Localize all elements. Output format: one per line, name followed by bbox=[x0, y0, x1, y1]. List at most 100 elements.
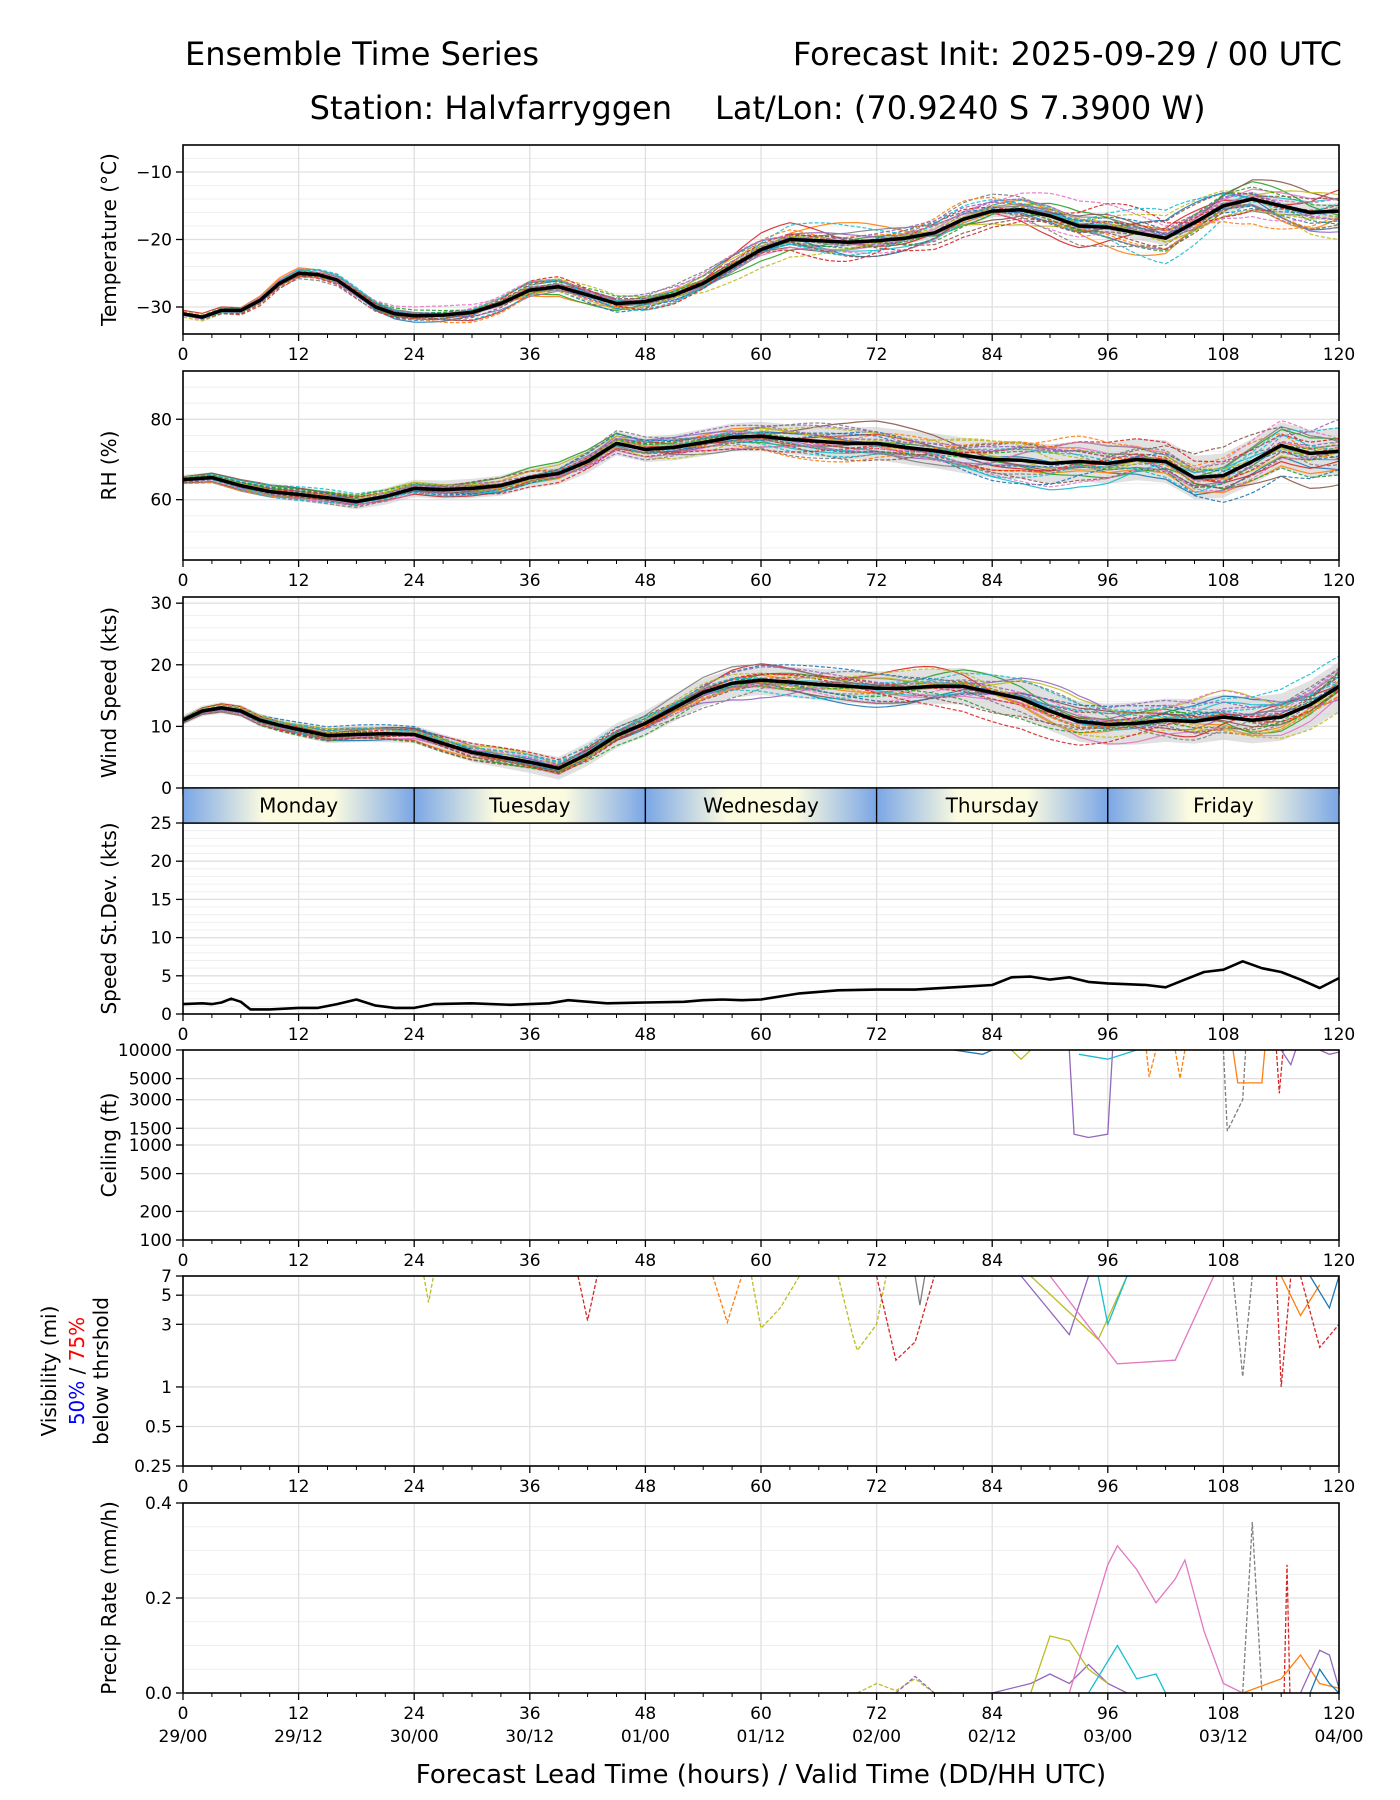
visibility-member-line bbox=[1309, 1276, 1339, 1310]
member-line bbox=[183, 426, 1339, 501]
x-tick-label: 36 bbox=[519, 571, 541, 591]
member-line bbox=[183, 193, 1339, 320]
x-tick-label: 108 bbox=[1207, 1025, 1239, 1045]
precip-member-line bbox=[1299, 1649, 1339, 1693]
visibility-member-line bbox=[1232, 1276, 1253, 1377]
ticks-temperature: −30 −20 −10 0 12 24 36 48 60 72 84 96 108 120 bbox=[136, 163, 1355, 365]
plot-area-temperature bbox=[183, 179, 1339, 324]
x-tick-label: 36 bbox=[519, 1477, 541, 1497]
x-tick-label: 96 bbox=[1097, 1025, 1119, 1045]
y-tick-label: 80 bbox=[150, 410, 172, 430]
y-tick-label: −10 bbox=[136, 163, 172, 183]
panel-rh: 60 80 0 12 24 36 48 60 72 84 96 108 120 RH (%) bbox=[97, 370, 1355, 591]
ceiling-member-line bbox=[1319, 1050, 1339, 1055]
plot-area-visibility bbox=[423, 1276, 1339, 1388]
precip-member-line bbox=[1030, 1635, 1109, 1693]
member-line bbox=[183, 203, 1339, 320]
precip-member-line bbox=[1068, 1544, 1243, 1693]
x-tick-label: 72 bbox=[866, 345, 888, 365]
y-axis-label: Speed St.Dev. (kts) bbox=[97, 822, 121, 1014]
valid-time-label: 30/12 bbox=[505, 1727, 554, 1747]
y-axis-label: Wind Speed (kts) bbox=[97, 607, 121, 778]
visibility-member-line bbox=[914, 1276, 926, 1306]
valid-time-label: 03/12 bbox=[1199, 1727, 1248, 1747]
precip-member-line bbox=[1283, 1564, 1291, 1693]
x-tick-label: 96 bbox=[1097, 1251, 1119, 1271]
visibility-member-line bbox=[1299, 1276, 1339, 1349]
title-latlon: Lat/Lon: (70.9240 S 7.3900 W) bbox=[715, 89, 1206, 127]
y-tick-label: 10000 bbox=[118, 1041, 172, 1061]
y-tick-label: 20 bbox=[150, 656, 172, 676]
y-axis-label: below thrshold bbox=[89, 1297, 113, 1445]
day-label: Friday bbox=[1193, 794, 1254, 818]
x-tick-label: 120 bbox=[1323, 1025, 1355, 1045]
y-tick-label: 60 bbox=[150, 491, 172, 511]
valid-time-labels: 29/00 29/12 30/00 30/12 01/00 01/12 02/00 02/12… bbox=[159, 1727, 1364, 1747]
y-tick-label: 30 bbox=[150, 594, 172, 614]
x-tick-label: 84 bbox=[981, 1477, 1003, 1497]
ticks-rh: 60 80 0 12 24 36 48 60 72 84 96 108 120 bbox=[150, 410, 1355, 591]
y-tick-label: 15 bbox=[150, 890, 172, 910]
x-tick-label: 60 bbox=[750, 1477, 772, 1497]
x-tick-label: 120 bbox=[1323, 1704, 1355, 1724]
x-tick-label: 12 bbox=[288, 1704, 310, 1724]
day-cell bbox=[644, 787, 878, 824]
y-tick-label: 0 bbox=[161, 779, 172, 799]
ceiling-member-line bbox=[1174, 1050, 1186, 1079]
plot-area-wind_speed bbox=[183, 655, 1339, 780]
visibility-member-line bbox=[1020, 1276, 1090, 1337]
ceiling-member-line bbox=[953, 1050, 993, 1055]
y-tick-label: 0 bbox=[161, 1005, 172, 1025]
ceiling-member-line bbox=[1275, 1050, 1284, 1094]
title-station: Station: Halvfarryggen bbox=[310, 89, 672, 127]
valid-time-label: 04/00 bbox=[1315, 1727, 1364, 1747]
ticks-speed_stdev: 0 5 10 15 20 25 0 12 24 36 48 60 72 84 96 108 120 bbox=[150, 814, 1355, 1045]
y-tick-label: 1 bbox=[161, 1378, 172, 1398]
x-tick-label: 36 bbox=[519, 1704, 541, 1724]
grid-speed_stdev bbox=[182, 822, 1340, 1015]
visibility-member-line bbox=[837, 1276, 887, 1352]
x-tick-label: 72 bbox=[866, 1251, 888, 1271]
member-line bbox=[183, 430, 1339, 506]
x-tick-label: 84 bbox=[981, 1025, 1003, 1045]
valid-time-label: 01/00 bbox=[621, 1727, 670, 1747]
threshold-part: 50% bbox=[65, 1381, 89, 1425]
ceiling-member-line bbox=[1078, 1050, 1137, 1060]
y-tick-label: 25 bbox=[150, 814, 172, 834]
y-tick-label: 3000 bbox=[129, 1091, 172, 1111]
x-tick-label: 120 bbox=[1323, 345, 1355, 365]
valid-time-label: 03/00 bbox=[1083, 1727, 1132, 1747]
threshold-part: / bbox=[65, 1361, 89, 1380]
x-tick-label: 12 bbox=[288, 571, 310, 591]
ceiling-member-line bbox=[1280, 1050, 1297, 1067]
precip-member-line bbox=[1242, 1653, 1339, 1693]
y-tick-label: 0.2 bbox=[145, 1589, 172, 1609]
y-tick-label: −30 bbox=[136, 298, 172, 318]
member-line bbox=[183, 668, 1339, 771]
visibility-member-line bbox=[1030, 1276, 1128, 1341]
x-tick-label: 84 bbox=[981, 345, 1003, 365]
day-cell bbox=[182, 787, 415, 824]
member-line bbox=[183, 442, 1339, 509]
x-tick-label: 120 bbox=[1323, 1251, 1355, 1271]
day-label: Wednesday bbox=[703, 794, 819, 818]
x-tick-label: 24 bbox=[403, 1704, 425, 1724]
x-tick-label: 96 bbox=[1097, 1704, 1119, 1724]
y-tick-label: 7 bbox=[161, 1267, 172, 1287]
y-tick-label: 1500 bbox=[129, 1119, 172, 1139]
ceiling-member-line bbox=[1222, 1050, 1247, 1132]
ceiling-member-line bbox=[1011, 1050, 1032, 1061]
precip-member-line bbox=[1087, 1644, 1167, 1693]
x-tick-label: 0 bbox=[178, 1477, 189, 1497]
grid-visibility bbox=[182, 1275, 1340, 1467]
y-tick-label: 1000 bbox=[129, 1136, 172, 1156]
mean-line bbox=[183, 197, 1339, 319]
plot-area-rh bbox=[183, 418, 1339, 510]
x-tick-label: 84 bbox=[981, 1704, 1003, 1724]
x-tick-label: 60 bbox=[750, 571, 772, 591]
ticks-wind_speed: 0 10 20 30 bbox=[150, 594, 1340, 799]
x-tick-label: 84 bbox=[981, 571, 1003, 591]
y-tick-label: 100 bbox=[140, 1231, 172, 1251]
